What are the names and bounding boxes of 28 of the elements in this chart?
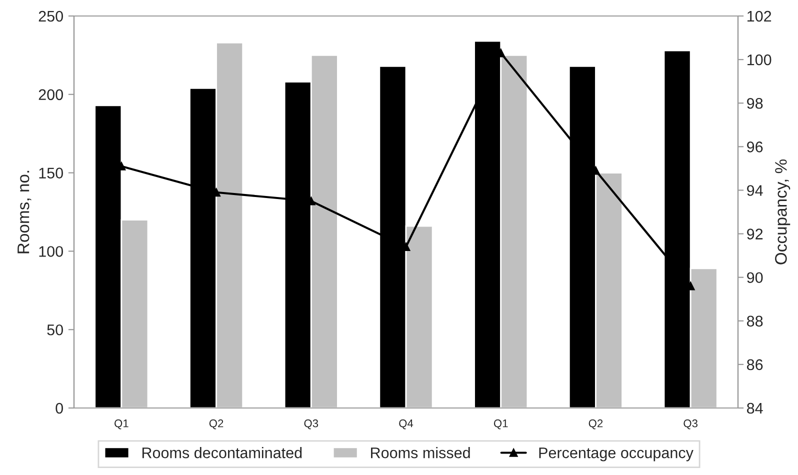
y2-axis-title: Occupancy, %: [775, 159, 790, 264]
y2-tick-label: 100: [748, 54, 772, 66]
y-tick-label: 100: [39, 246, 63, 257]
y-axis-title: Rooms, no.: [18, 170, 32, 254]
x-tick-label: Q2: [209, 419, 224, 430]
y2-tick-label: 88: [746, 316, 763, 327]
y2-tick-label: 90: [747, 272, 763, 284]
legend-label: Rooms missed: [371, 447, 470, 458]
y2-tick-label: 92: [747, 228, 763, 240]
y2-tick-label: 86: [746, 359, 763, 370]
x-tick-label: Q3: [304, 419, 318, 430]
x-tick-label: Q2: [588, 419, 603, 430]
x-tick-label: Q1: [114, 419, 128, 430]
x-tick-label: Q4: [399, 419, 414, 430]
y-tick-label: 50: [47, 324, 63, 336]
y2-tick-label: 102: [748, 10, 772, 22]
y-tick-label: 200: [38, 89, 63, 100]
y-tick-label: 0: [56, 402, 63, 414]
x-tick-label: Q3: [684, 419, 698, 430]
y2-tick-label: 98: [747, 98, 763, 109]
y2-tick-label: 94: [747, 185, 763, 196]
y-tick-label: 250: [38, 10, 63, 22]
legend-label: Percentage occupancy: [539, 448, 694, 462]
legend-label: Rooms decontaminated: [142, 447, 302, 458]
x-tick-label: Q1: [494, 419, 508, 430]
y2-tick-label: 96: [747, 142, 763, 152]
y-tick-label: 150: [39, 168, 63, 178]
y2-tick-label: 84: [746, 402, 763, 414]
